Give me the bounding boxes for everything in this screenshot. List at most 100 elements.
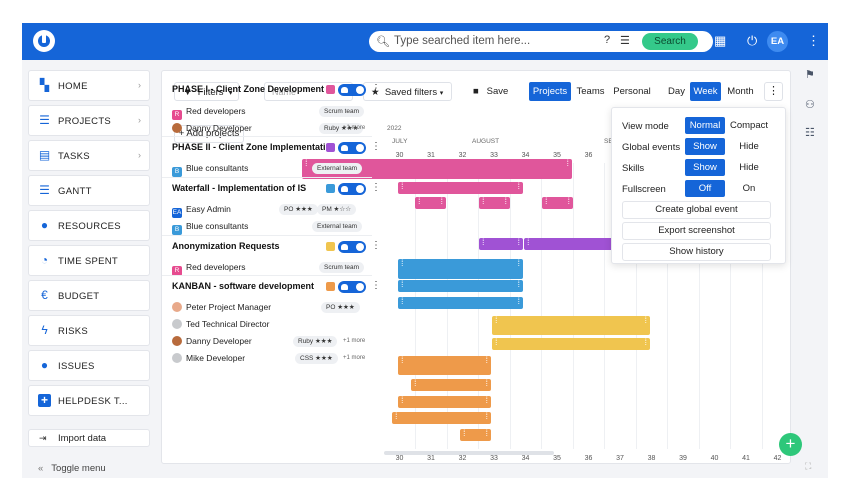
- scope-teams-tab[interactable]: Teams: [576, 86, 605, 97]
- global-events-show[interactable]: Show: [685, 138, 725, 155]
- alert-icon: ●: [40, 358, 49, 372]
- plus-square-icon: +: [38, 394, 51, 407]
- allocation-bar[interactable]: [542, 196, 573, 209]
- sidebar-item-projects[interactable]: ☰ PROJECTS ›: [28, 105, 150, 136]
- more-skills-link[interactable]: +1 more: [343, 338, 366, 344]
- add-projects-button[interactable]: + Add projects: [174, 125, 244, 143]
- project-color-swatch: [326, 85, 335, 94]
- fullscreen-off[interactable]: Off: [685, 180, 725, 197]
- scope-personal-tab[interactable]: Personal: [613, 86, 651, 97]
- project-title[interactable]: KANBAN - software development: [172, 281, 315, 291]
- period-week-tab[interactable]: Week: [690, 82, 721, 101]
- sidebar-item-time-spent[interactable]: ◔ TIME SPENT: [28, 245, 150, 276]
- flag-icon[interactable]: ⚑: [805, 69, 815, 81]
- team-toggle[interactable]: [338, 183, 366, 195]
- scope-projects-tab[interactable]: Projects: [529, 82, 571, 101]
- allocation-bar[interactable]: [302, 158, 572, 179]
- member-row[interactable]: R Red developers: [172, 106, 246, 120]
- filters-button[interactable]: ▼ Filters ▾: [174, 82, 239, 101]
- allocation-bar[interactable]: [479, 196, 510, 209]
- checklist-icon[interactable]: ☷: [805, 127, 815, 139]
- export-screenshot-button[interactable]: Export screenshot: [622, 222, 771, 240]
- sidebar-item-home[interactable]: ▚ HOME ›: [28, 70, 150, 101]
- skills-show[interactable]: Show: [685, 159, 725, 176]
- allocation-bar[interactable]: [398, 181, 523, 194]
- member-row[interactable]: B Blue consultants: [172, 163, 248, 177]
- member-row[interactable]: Danny Developer: [172, 123, 252, 133]
- member-row[interactable]: Mike Developer: [172, 353, 245, 363]
- allocation-bar[interactable]: [398, 279, 523, 292]
- period-day-tab[interactable]: Day: [668, 86, 685, 97]
- week-footer: 36: [584, 455, 593, 462]
- allocation-bar[interactable]: [398, 395, 491, 408]
- project-title[interactable]: Anonymization Requests: [172, 241, 280, 251]
- member-avatar: [172, 319, 182, 329]
- fullscreen-icon[interactable]: ⛶: [805, 461, 812, 471]
- allocation-bar[interactable]: [411, 378, 491, 391]
- allocation-bar[interactable]: [392, 411, 491, 424]
- calendar-icon[interactable]: ▦: [714, 33, 727, 48]
- import-data-button[interactable]: ⇥ Import data: [28, 429, 150, 447]
- allocation-bar[interactable]: [492, 315, 650, 335]
- allocation-bar[interactable]: [415, 196, 446, 209]
- allocation-bar[interactable]: [479, 237, 523, 250]
- sidebar-item-risks[interactable]: ϟ RISKS: [28, 315, 150, 346]
- member-row[interactable]: EA Easy Admin: [172, 204, 231, 218]
- member-row[interactable]: Danny Developer: [172, 336, 252, 346]
- search-button[interactable]: Search: [642, 33, 698, 50]
- sidebar-item-budget[interactable]: € BUDGET: [28, 280, 150, 311]
- project-menu-icon[interactable]: ⋮: [371, 240, 381, 251]
- user-avatar[interactable]: EA: [767, 31, 788, 52]
- allocation-bar[interactable]: [398, 296, 523, 309]
- project-menu-icon[interactable]: ⋮: [371, 141, 381, 152]
- sidebar-item-tasks[interactable]: ▤ TASKS ›: [28, 140, 150, 171]
- team-toggle[interactable]: [338, 281, 366, 293]
- skills-hide[interactable]: Hide: [739, 162, 759, 173]
- more-vertical-icon[interactable]: ⋮: [807, 33, 820, 48]
- logo-icon[interactable]: [33, 30, 55, 52]
- help-icon[interactable]: ?: [604, 34, 611, 46]
- member-row[interactable]: Peter Project Manager: [172, 302, 271, 312]
- project-title[interactable]: Waterfall - Implementation of IS: [172, 183, 307, 193]
- show-history-button[interactable]: Show history: [622, 243, 771, 261]
- save-button[interactable]: ■ Save: [473, 82, 523, 101]
- team-toggle[interactable]: [338, 241, 366, 253]
- horizontal-scrollbar[interactable]: [384, 451, 554, 455]
- timeline: 2022 JULY AUGUST SE 30 30 31 31 32 32 33 33 34 34…: [302, 125, 790, 463]
- more-skills-link[interactable]: +1 more: [343, 355, 366, 361]
- create-global-event-button[interactable]: Create global event: [622, 201, 771, 219]
- sidebar-item-issues[interactable]: ● ISSUES: [28, 350, 150, 381]
- fullscreen-on[interactable]: On: [742, 183, 756, 194]
- project-title[interactable]: PHASE I - Client Zone Development ...: [172, 84, 335, 94]
- filter-settings-icon[interactable]: ☰: [620, 35, 630, 47]
- team-toggle[interactable]: [338, 84, 366, 96]
- team-toggle[interactable]: [338, 142, 366, 154]
- user-search-icon[interactable]: ⚇: [805, 99, 815, 111]
- view-mode-compact[interactable]: Compact: [729, 120, 768, 131]
- project-menu-icon[interactable]: ⋮: [371, 280, 381, 291]
- view-mode-normal[interactable]: Normal: [685, 117, 725, 134]
- project-title[interactable]: PHASE II - Client Zone Implementati...: [172, 142, 334, 152]
- tasks-icon: ▤: [38, 148, 51, 162]
- global-events-hide[interactable]: Hide: [739, 141, 759, 152]
- power-icon[interactable]: ⏻: [747, 33, 758, 48]
- sidebar-item-gantt[interactable]: ☰ GANTT: [28, 175, 150, 206]
- allocation-bar[interactable]: [524, 237, 617, 250]
- allocation-bar[interactable]: [492, 337, 650, 350]
- member-row[interactable]: Ted Technical Director: [172, 319, 269, 329]
- view-options-button[interactable]: ⋮: [764, 82, 783, 101]
- search-input[interactable]: Type searched item here...: [394, 35, 531, 47]
- more-skills-link[interactable]: +1 more: [343, 125, 366, 131]
- project-menu-icon[interactable]: ⋮: [371, 182, 381, 193]
- sidebar-item-helpdesk-t[interactable]: + HELPDESK T...: [28, 385, 150, 416]
- member-row[interactable]: B Blue consultants: [172, 221, 248, 235]
- allocation-bar[interactable]: [398, 258, 523, 279]
- member-row[interactable]: R Red developers: [172, 262, 246, 276]
- sidebar-item-resources[interactable]: ● RESOURCES: [28, 210, 150, 241]
- add-fab-button[interactable]: +: [779, 433, 802, 456]
- allocation-bar[interactable]: [460, 428, 491, 441]
- allocation-bar[interactable]: [398, 355, 491, 375]
- toggle-menu-button[interactable]: « Toggle menu: [38, 463, 106, 474]
- project-menu-icon[interactable]: ⋮: [371, 83, 381, 94]
- period-month-tab[interactable]: Month: [727, 86, 754, 97]
